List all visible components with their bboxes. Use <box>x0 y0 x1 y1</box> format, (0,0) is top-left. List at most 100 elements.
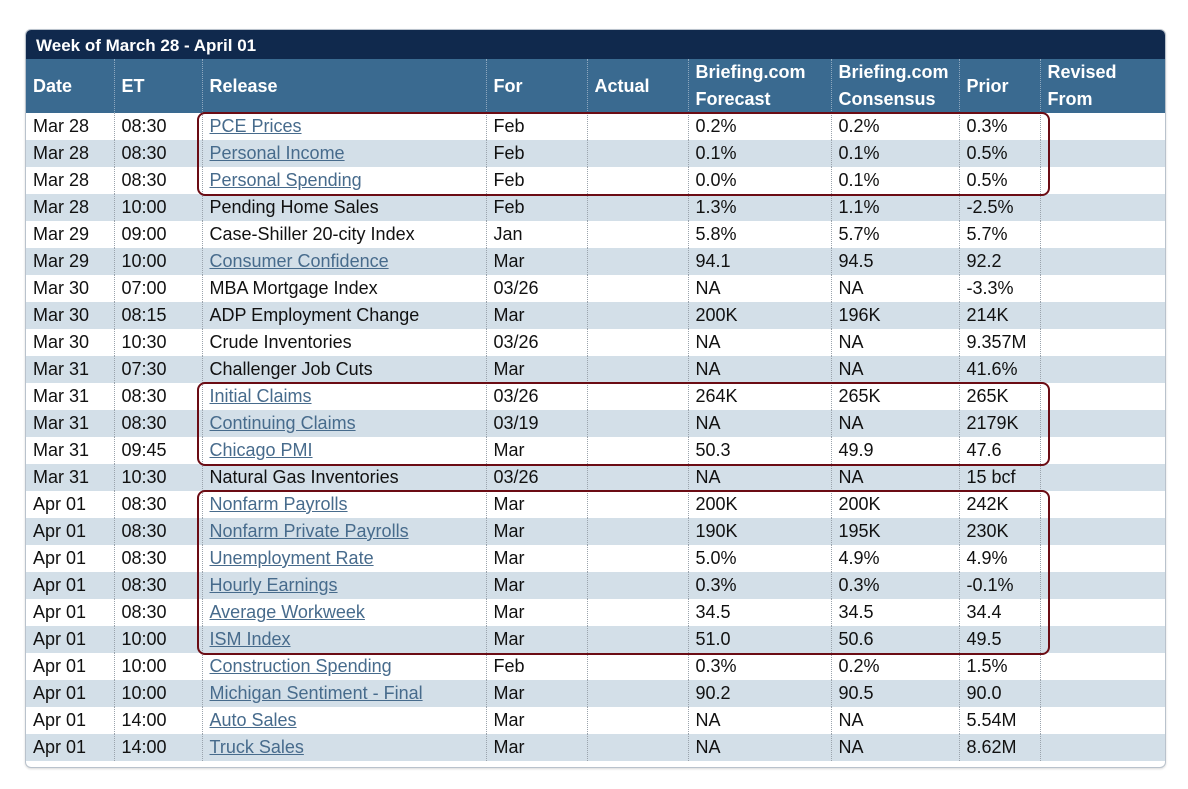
cell-revised <box>1039 221 1165 248</box>
cell-release: Unemployment Rate <box>201 545 486 572</box>
cell-consensus: 49.9 <box>830 437 959 464</box>
col-header-et: ET <box>113 59 202 113</box>
release-link[interactable]: Continuing Claims <box>209 413 356 433</box>
col-header-consensus-line1: Briefing.com <box>838 62 949 82</box>
release-link[interactable]: Chicago PMI <box>209 440 313 460</box>
cell-date: Apr 01 <box>26 680 114 707</box>
release-link[interactable]: Personal Spending <box>209 170 362 190</box>
cell-for: Mar <box>485 680 587 707</box>
cell-actual <box>586 302 688 329</box>
cell-revised <box>1039 329 1165 356</box>
cell-actual <box>586 626 688 653</box>
cell-prior: 214K <box>958 302 1040 329</box>
release-link[interactable]: ISM Index <box>209 629 291 649</box>
release-link[interactable]: Auto Sales <box>209 710 297 730</box>
cell-actual <box>586 113 688 140</box>
cell-release: Challenger Job Cuts <box>201 356 486 383</box>
cell-release: Natural Gas Inventories <box>201 464 486 491</box>
cell-prior: 0.5% <box>958 140 1040 167</box>
cell-actual <box>586 680 688 707</box>
table-row: Apr 01 10:00 Construction Spending Feb 0.3% 0… <box>26 653 1165 680</box>
table-row: Mar 31 08:30 Continuing Claims 03/19 NA NA 217… <box>26 410 1165 437</box>
cell-consensus: NA <box>830 356 959 383</box>
cell-for: Feb <box>485 140 587 167</box>
cell-consensus: 50.6 <box>830 626 959 653</box>
cell-release: Case-Shiller 20-city Index <box>201 221 486 248</box>
cell-forecast: 0.0% <box>687 167 831 194</box>
release-link[interactable]: Nonfarm Payrolls <box>209 494 348 514</box>
cell-revised <box>1039 383 1165 410</box>
cell-actual <box>586 140 688 167</box>
cell-actual <box>586 194 688 221</box>
release-link[interactable]: Nonfarm Private Payrolls <box>209 521 409 541</box>
cell-prior: 5.7% <box>958 221 1040 248</box>
release-link[interactable]: Personal Income <box>209 143 345 163</box>
release-link[interactable]: Consumer Confidence <box>209 251 389 271</box>
cell-forecast: 50.3 <box>687 437 831 464</box>
cell-forecast: 200K <box>687 302 831 329</box>
col-header-revised-line1: Revised <box>1047 62 1117 82</box>
cell-prior: 92.2 <box>958 248 1040 275</box>
table-row: Apr 01 08:30 Average Workweek Mar 34.5 34.5 34… <box>26 599 1165 626</box>
cell-consensus: 0.2% <box>830 653 959 680</box>
cell-et: 07:30 <box>113 356 202 383</box>
cell-actual <box>586 653 688 680</box>
cell-actual <box>586 356 688 383</box>
cell-prior: -3.3% <box>958 275 1040 302</box>
release-link[interactable]: Average Workweek <box>209 602 365 622</box>
cell-et: 08:30 <box>113 572 202 599</box>
cell-date: Mar 30 <box>26 329 114 356</box>
cell-forecast: 0.3% <box>687 653 831 680</box>
cell-prior: 9.357M <box>958 329 1040 356</box>
cell-consensus: 196K <box>830 302 959 329</box>
cell-consensus: 195K <box>830 518 959 545</box>
cell-revised <box>1039 653 1165 680</box>
release-link[interactable]: Hourly Earnings <box>209 575 338 595</box>
release-link[interactable]: Unemployment Rate <box>209 548 374 568</box>
cell-forecast: 5.0% <box>687 545 831 572</box>
cell-actual <box>586 410 688 437</box>
cell-forecast: 264K <box>687 383 831 410</box>
col-header-forecast-line2: Forecast <box>695 89 771 109</box>
cell-et: 10:00 <box>113 680 202 707</box>
cell-release: Consumer Confidence <box>201 248 486 275</box>
cell-et: 10:00 <box>113 653 202 680</box>
cell-release: Initial Claims <box>201 383 486 410</box>
release-link[interactable]: Michigan Sentiment - Final <box>209 683 423 703</box>
cell-revised <box>1039 626 1165 653</box>
cell-forecast: NA <box>687 410 831 437</box>
cell-et: 09:00 <box>113 221 202 248</box>
cell-date: Mar 28 <box>26 140 114 167</box>
release-link[interactable]: Construction Spending <box>209 656 392 676</box>
release-link[interactable]: PCE Prices <box>209 116 302 136</box>
table-row: Mar 30 07:00 MBA Mortgage Index 03/26 NA NA -3… <box>26 275 1165 302</box>
cell-actual <box>586 167 688 194</box>
cell-forecast: NA <box>687 734 831 761</box>
cell-consensus: 265K <box>830 383 959 410</box>
cell-release: PCE Prices <box>201 113 486 140</box>
release-link[interactable]: Initial Claims <box>209 386 312 406</box>
cell-release: Construction Spending <box>201 653 486 680</box>
cell-actual <box>586 491 688 518</box>
cell-for: Mar <box>485 707 587 734</box>
cell-et: 10:00 <box>113 626 202 653</box>
cell-release: Nonfarm Private Payrolls <box>201 518 486 545</box>
col-header-actual: Actual <box>586 59 688 113</box>
cell-release: Nonfarm Payrolls <box>201 491 486 518</box>
cell-prior: 4.9% <box>958 545 1040 572</box>
cell-date: Apr 01 <box>26 518 114 545</box>
cell-forecast: 94.1 <box>687 248 831 275</box>
cell-for: Jan <box>485 221 587 248</box>
cell-forecast: 200K <box>687 491 831 518</box>
col-header-date: Date <box>26 59 114 113</box>
cell-prior: 265K <box>958 383 1040 410</box>
cell-forecast: 0.2% <box>687 113 831 140</box>
economic-calendar-panel: Week of March 28 - April 01 Date ET Rele… <box>25 29 1166 768</box>
cell-for: Feb <box>485 113 587 140</box>
cell-revised <box>1039 140 1165 167</box>
cell-release: Crude Inventories <box>201 329 486 356</box>
cell-prior: 15 bcf <box>958 464 1040 491</box>
table-row: Mar 30 08:15 ADP Employment Change Mar 200K 1… <box>26 302 1165 329</box>
cell-date: Mar 29 <box>26 221 114 248</box>
release-link[interactable]: Truck Sales <box>209 737 304 757</box>
